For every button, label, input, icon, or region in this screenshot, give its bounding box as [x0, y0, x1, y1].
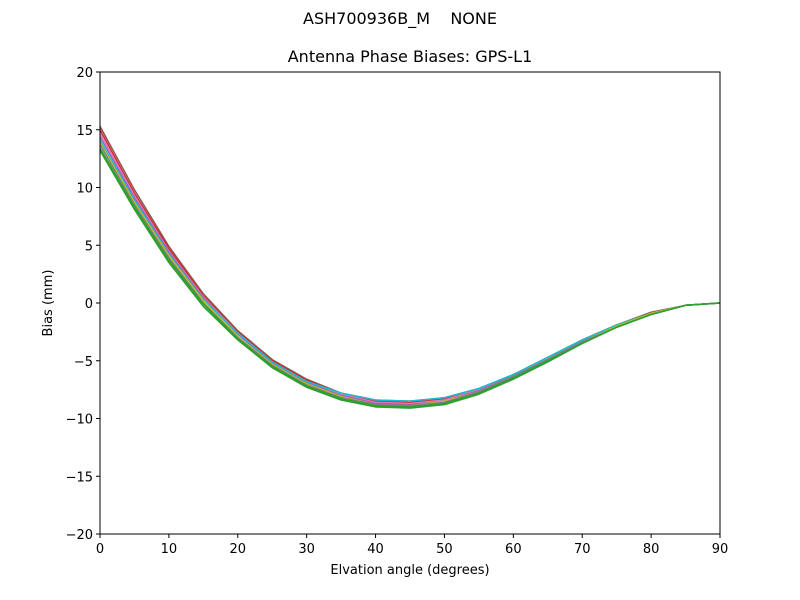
series-lines	[99, 125, 721, 409]
x-tick-label: 20	[230, 542, 247, 557]
series-line	[99, 144, 721, 407]
x-tick-label: 0	[96, 542, 104, 557]
x-tick-label: 60	[505, 542, 522, 557]
figure-suptitle: ASH700936B_M NONE	[303, 9, 497, 28]
x-tick-label: 90	[712, 542, 729, 557]
x-tick-label: 40	[367, 542, 384, 557]
series-line	[99, 139, 721, 402]
series-line	[99, 136, 721, 406]
series-line	[99, 132, 721, 405]
x-tick-label: 10	[161, 542, 178, 557]
x-tick-label: 30	[298, 542, 315, 557]
y-tick-label: 0	[85, 297, 93, 312]
y-axis-ticks: −20 −15 −10 −5 0 5 10 15 20	[66, 66, 100, 543]
y-axis-label: Bias (mm)	[41, 270, 56, 337]
series-line	[99, 147, 721, 408]
x-axis-label: Elvation angle (degrees)	[330, 563, 489, 578]
y-tick-label: 20	[76, 66, 93, 81]
series-line	[99, 129, 721, 404]
chart-title: Antenna Phase Biases: GPS-L1	[287, 47, 533, 66]
x-axis-ticks: 0 10 20 30 40 50 60 70 80 90	[96, 534, 728, 557]
x-tick-label: 80	[643, 542, 660, 557]
y-tick-label: −15	[66, 470, 93, 485]
series-line	[99, 150, 721, 409]
x-tick-label: 70	[574, 542, 591, 557]
y-tick-label: 10	[76, 182, 93, 197]
x-tick-label: 50	[436, 542, 453, 557]
y-tick-label: 5	[85, 239, 93, 254]
y-tick-label: −10	[66, 413, 93, 428]
plot-frame	[99, 71, 721, 535]
series-line	[99, 125, 721, 402]
y-tick-label: 15	[76, 124, 93, 139]
y-tick-label: −5	[74, 355, 93, 370]
series-line	[99, 142, 721, 407]
y-tick-label: −20	[66, 528, 93, 543]
